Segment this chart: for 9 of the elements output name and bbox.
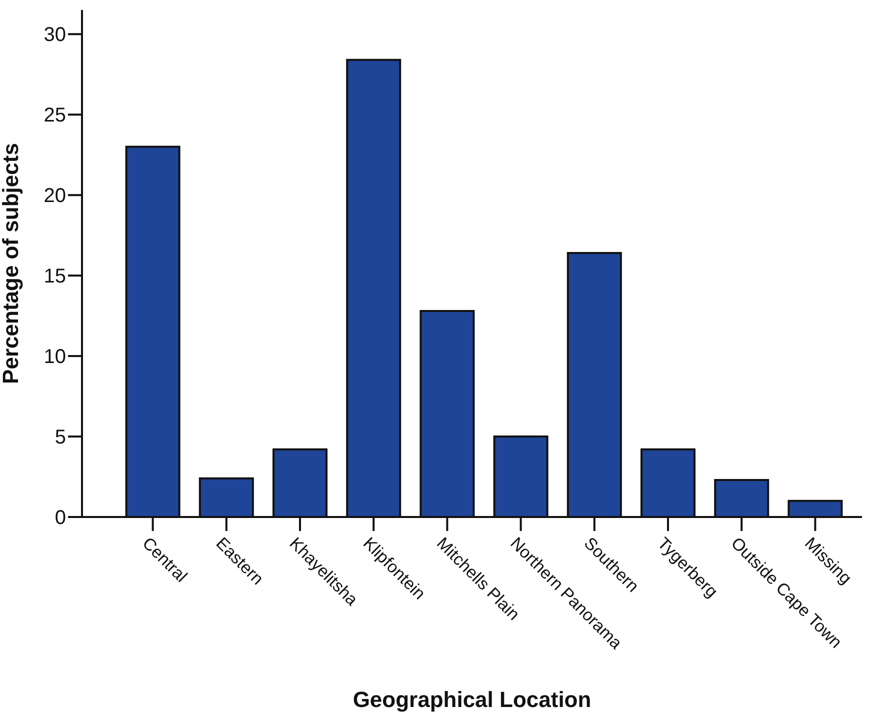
y-tick-label: 10	[44, 346, 66, 368]
y-tick-label: 30	[44, 24, 66, 46]
y-axis-title: Percentage of subjects	[0, 143, 23, 384]
y-tick-label: 15	[44, 266, 66, 288]
y-tick-label: 25	[44, 104, 66, 127]
y-tick-label: 0	[54, 507, 66, 530]
y-tick-label: 5	[54, 426, 66, 449]
x-axis-title: Geographical Location	[352, 687, 592, 712]
y-tick-label: 20	[44, 185, 66, 208]
